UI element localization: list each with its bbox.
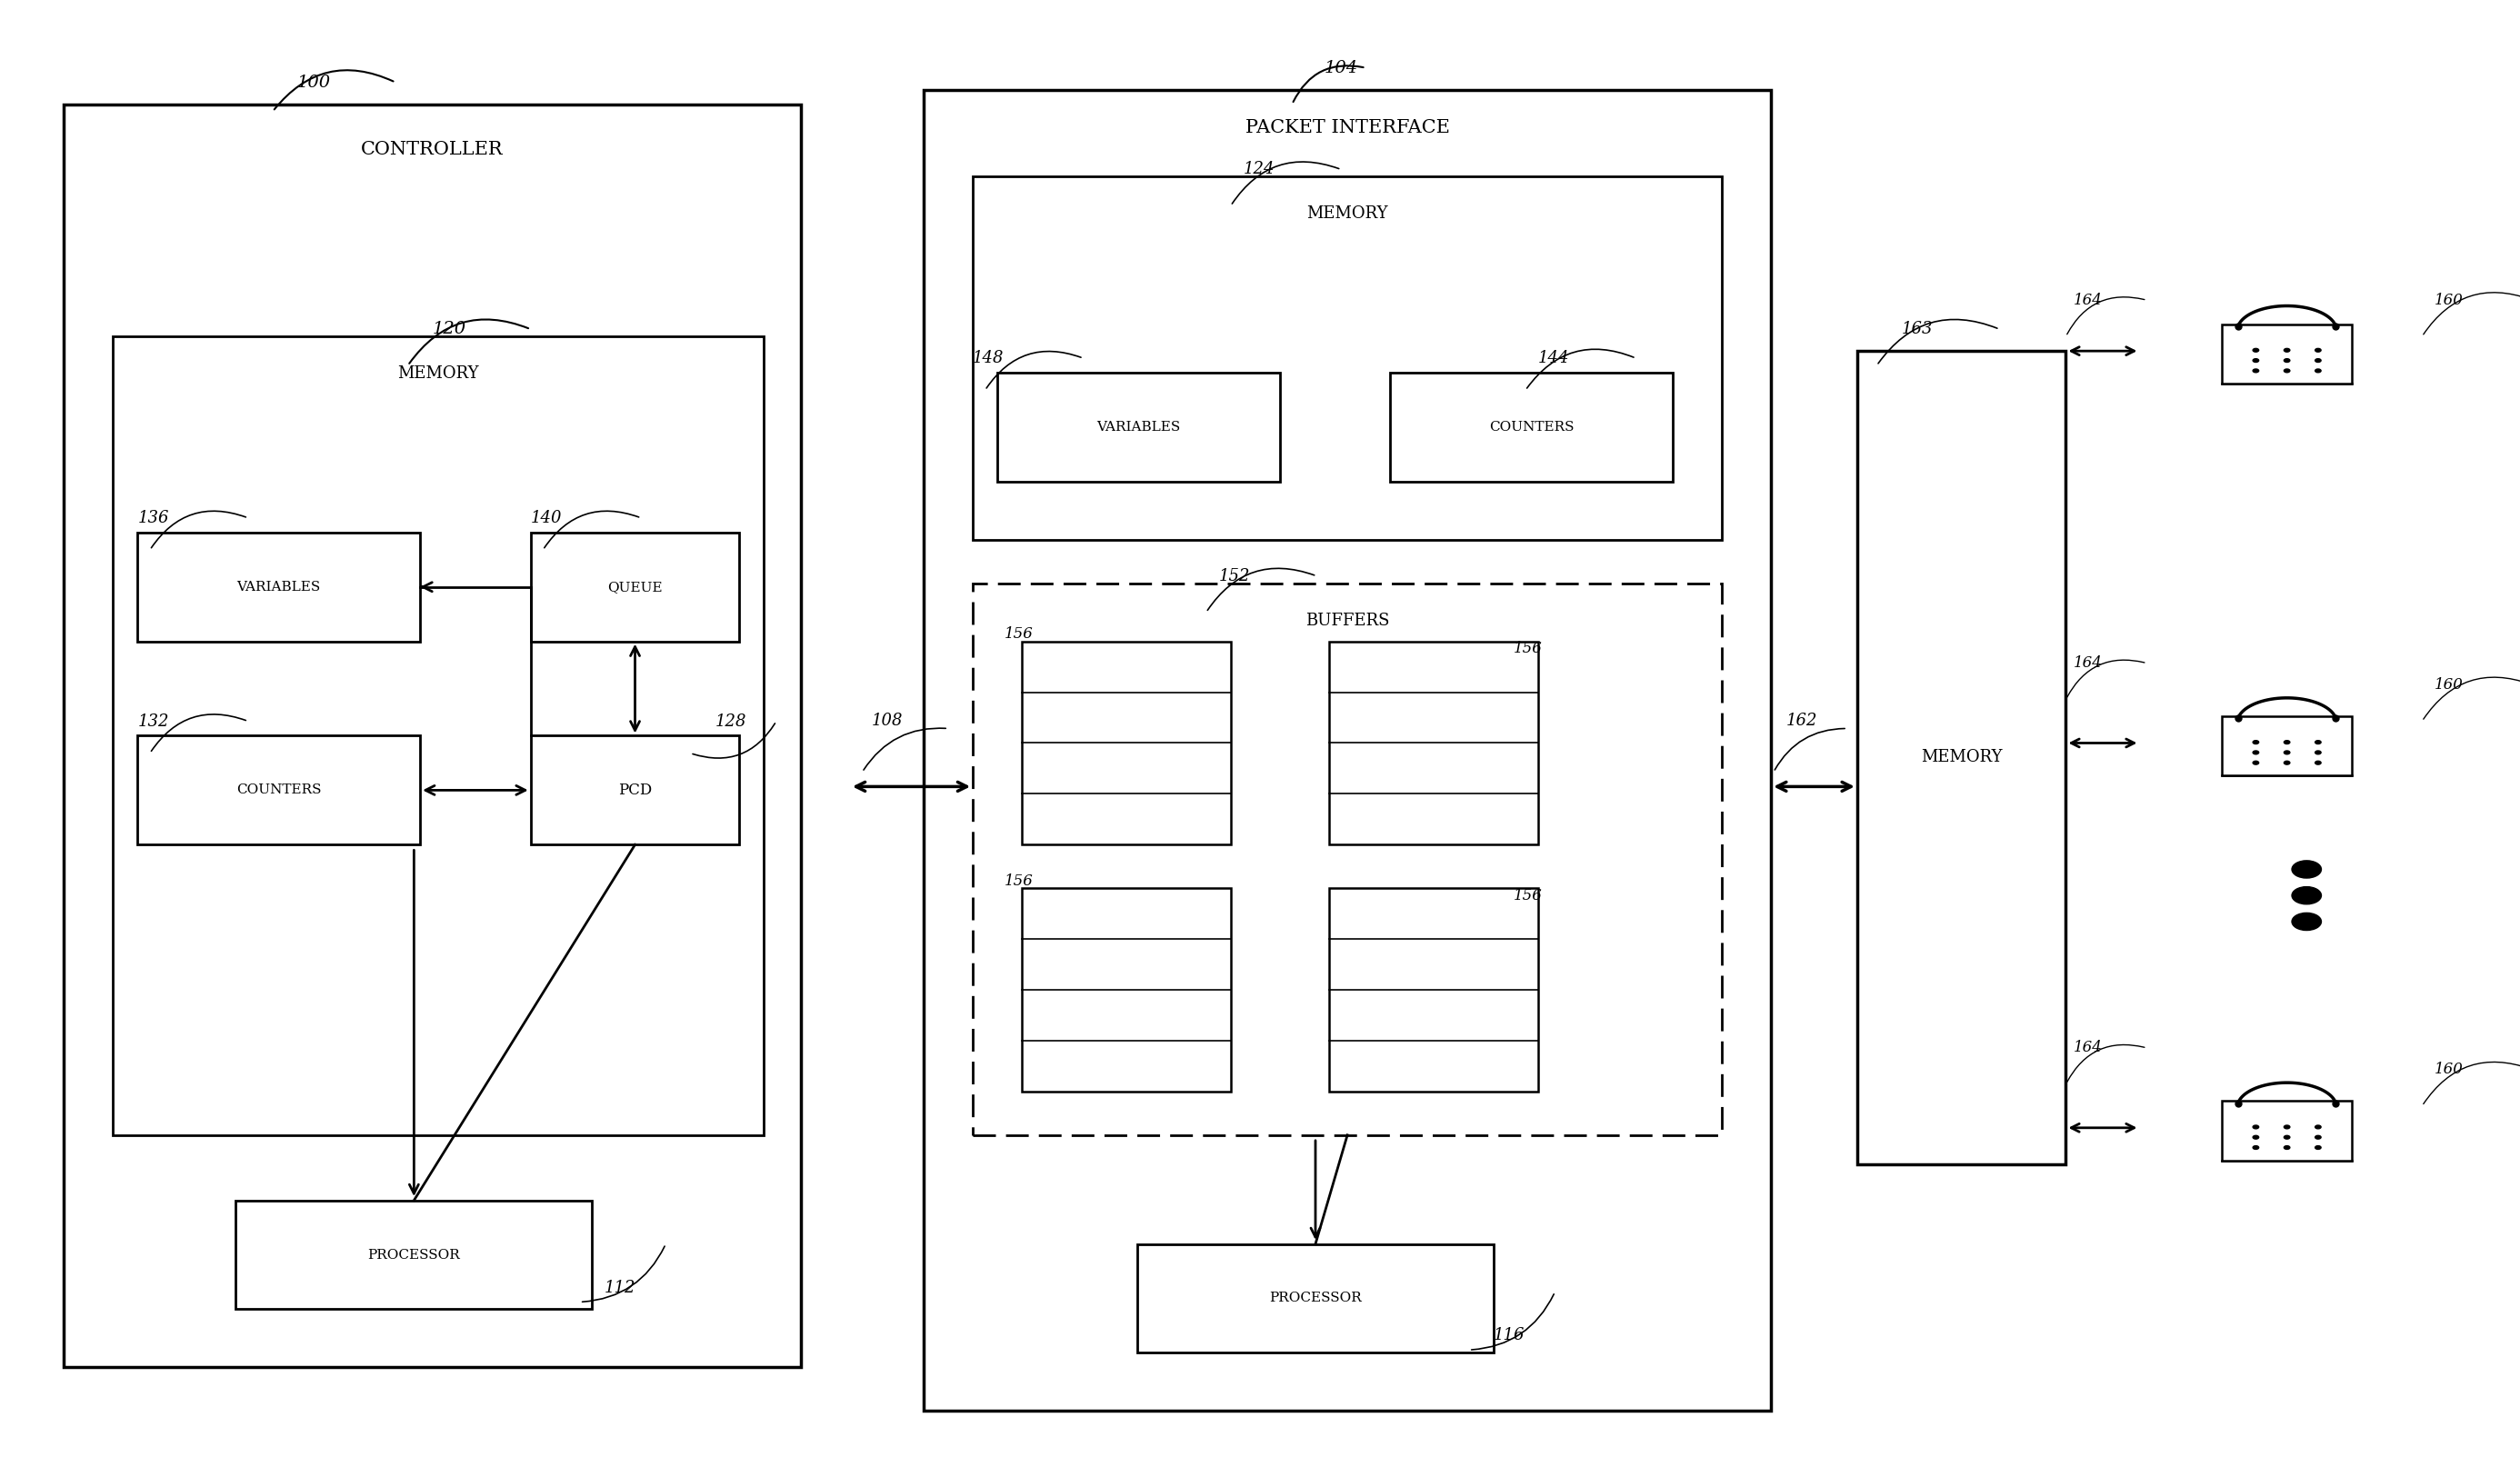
Text: 156: 156 xyxy=(1512,887,1542,903)
Text: MEMORY: MEMORY xyxy=(398,366,479,382)
FancyBboxPatch shape xyxy=(925,90,1772,1410)
Text: 160: 160 xyxy=(2434,293,2462,307)
Circle shape xyxy=(2253,1135,2258,1139)
FancyBboxPatch shape xyxy=(1023,889,1230,1091)
Circle shape xyxy=(2316,1145,2321,1150)
Circle shape xyxy=(2253,1125,2258,1129)
Text: 116: 116 xyxy=(1494,1327,1525,1343)
Text: PCD: PCD xyxy=(617,782,653,798)
FancyBboxPatch shape xyxy=(973,176,1721,539)
FancyBboxPatch shape xyxy=(973,583,1721,1135)
FancyBboxPatch shape xyxy=(1137,1244,1494,1354)
Text: 164: 164 xyxy=(2074,293,2102,307)
Text: MEMORY: MEMORY xyxy=(1308,205,1389,221)
FancyBboxPatch shape xyxy=(2223,1101,2351,1160)
Text: 144: 144 xyxy=(1537,350,1570,366)
Text: 100: 100 xyxy=(297,74,330,90)
Text: 163: 163 xyxy=(1900,321,1933,338)
Text: 164: 164 xyxy=(2074,1040,2102,1056)
FancyBboxPatch shape xyxy=(998,373,1280,482)
Text: MEMORY: MEMORY xyxy=(1920,749,2003,766)
Circle shape xyxy=(2316,369,2321,373)
Text: 156: 156 xyxy=(1005,873,1033,889)
Circle shape xyxy=(2283,750,2291,755)
Circle shape xyxy=(2283,740,2291,745)
Circle shape xyxy=(2283,1135,2291,1139)
Text: 156: 156 xyxy=(1512,641,1542,656)
Text: QUEUE: QUEUE xyxy=(607,580,663,593)
Circle shape xyxy=(2253,740,2258,745)
Circle shape xyxy=(2283,1125,2291,1129)
Text: 112: 112 xyxy=(605,1279,635,1295)
Circle shape xyxy=(2316,1135,2321,1139)
Text: 136: 136 xyxy=(139,510,169,526)
Text: 132: 132 xyxy=(139,712,169,730)
Text: 128: 128 xyxy=(716,712,746,730)
FancyBboxPatch shape xyxy=(1391,373,1673,482)
FancyBboxPatch shape xyxy=(1857,351,2066,1164)
Text: 164: 164 xyxy=(2074,656,2102,670)
Circle shape xyxy=(2316,1125,2321,1129)
Circle shape xyxy=(2316,358,2321,363)
Text: BUFFERS: BUFFERS xyxy=(1305,612,1389,629)
Circle shape xyxy=(2291,914,2321,931)
Circle shape xyxy=(2283,1145,2291,1150)
Text: COUNTERS: COUNTERS xyxy=(1489,421,1575,434)
Circle shape xyxy=(2253,369,2258,373)
FancyBboxPatch shape xyxy=(139,736,421,845)
FancyBboxPatch shape xyxy=(1328,641,1537,845)
Text: 120: 120 xyxy=(433,321,466,338)
Circle shape xyxy=(2253,750,2258,755)
FancyBboxPatch shape xyxy=(1328,889,1537,1091)
FancyBboxPatch shape xyxy=(532,532,738,641)
Text: PROCESSOR: PROCESSOR xyxy=(1270,1292,1361,1305)
Circle shape xyxy=(2283,369,2291,373)
Text: 108: 108 xyxy=(872,712,902,728)
FancyBboxPatch shape xyxy=(2223,717,2351,775)
Circle shape xyxy=(2316,761,2321,765)
Text: 140: 140 xyxy=(532,510,562,526)
Circle shape xyxy=(2316,740,2321,745)
FancyBboxPatch shape xyxy=(139,532,421,641)
Text: VARIABLES: VARIABLES xyxy=(1096,421,1179,434)
FancyBboxPatch shape xyxy=(2223,325,2351,383)
Text: PROCESSOR: PROCESSOR xyxy=(368,1249,461,1262)
Text: 152: 152 xyxy=(1220,568,1250,584)
FancyBboxPatch shape xyxy=(237,1201,592,1310)
Text: 148: 148 xyxy=(973,350,1003,366)
Circle shape xyxy=(2253,358,2258,363)
Circle shape xyxy=(2253,761,2258,765)
FancyBboxPatch shape xyxy=(532,736,738,845)
Circle shape xyxy=(2316,348,2321,353)
Circle shape xyxy=(2316,750,2321,755)
Text: 104: 104 xyxy=(1326,60,1358,76)
FancyBboxPatch shape xyxy=(63,103,801,1367)
Text: 162: 162 xyxy=(1787,712,1817,728)
Circle shape xyxy=(2283,348,2291,353)
Text: 160: 160 xyxy=(2434,678,2462,692)
Circle shape xyxy=(2291,887,2321,905)
Text: VARIABLES: VARIABLES xyxy=(237,580,320,593)
Circle shape xyxy=(2283,358,2291,363)
Circle shape xyxy=(2253,1145,2258,1150)
Text: 124: 124 xyxy=(1242,162,1275,178)
FancyBboxPatch shape xyxy=(113,337,764,1135)
Text: PACKET INTERFACE: PACKET INTERFACE xyxy=(1245,118,1449,136)
FancyBboxPatch shape xyxy=(1023,641,1230,845)
Circle shape xyxy=(2291,861,2321,879)
Text: 156: 156 xyxy=(1005,627,1033,643)
Circle shape xyxy=(2283,761,2291,765)
Text: 160: 160 xyxy=(2434,1062,2462,1077)
Text: CONTROLLER: CONTROLLER xyxy=(360,140,504,157)
Text: COUNTERS: COUNTERS xyxy=(237,784,323,797)
Circle shape xyxy=(2253,348,2258,353)
